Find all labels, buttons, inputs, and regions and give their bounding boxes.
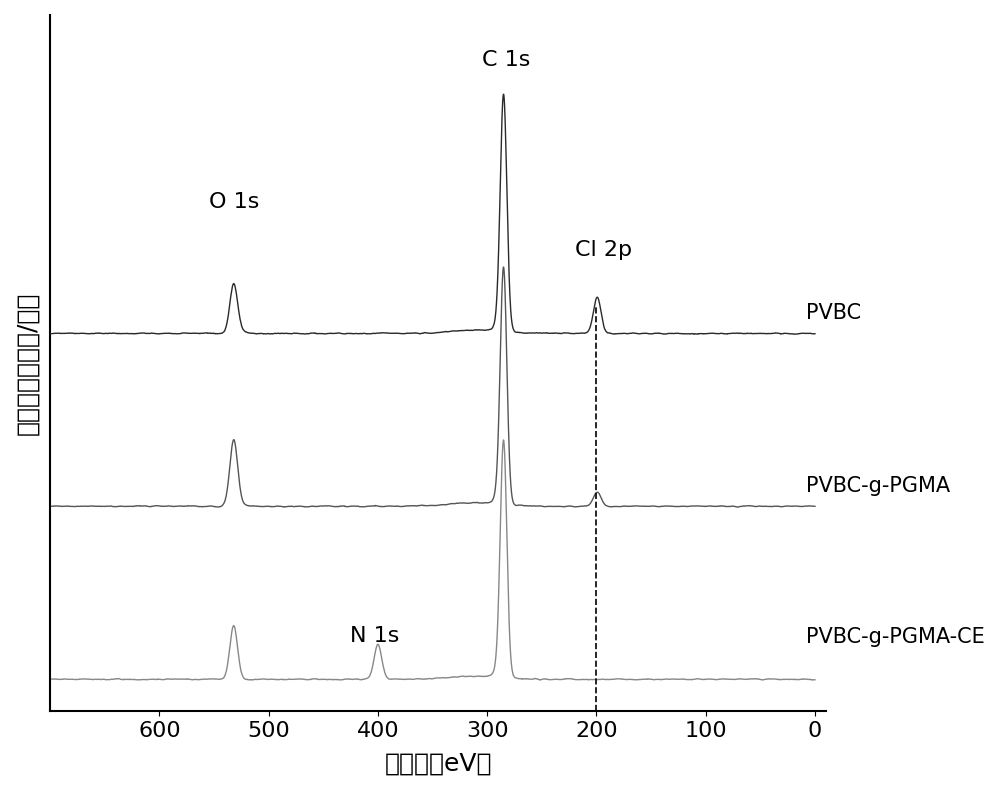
Text: Cl 2p: Cl 2p [575,240,632,260]
Text: PVBC-g-PGMA-CE: PVBC-g-PGMA-CE [806,626,985,647]
Text: N 1s: N 1s [350,626,400,645]
Text: PVBC-g-PGMA: PVBC-g-PGMA [806,475,950,495]
Text: C 1s: C 1s [482,50,530,70]
Text: O 1s: O 1s [209,192,259,212]
Text: PVBC: PVBC [806,303,861,323]
X-axis label: 结合能（eV）: 结合能（eV） [384,752,492,776]
Y-axis label: 相对强度（脉冲/秒）: 相对强度（脉冲/秒） [15,291,39,435]
